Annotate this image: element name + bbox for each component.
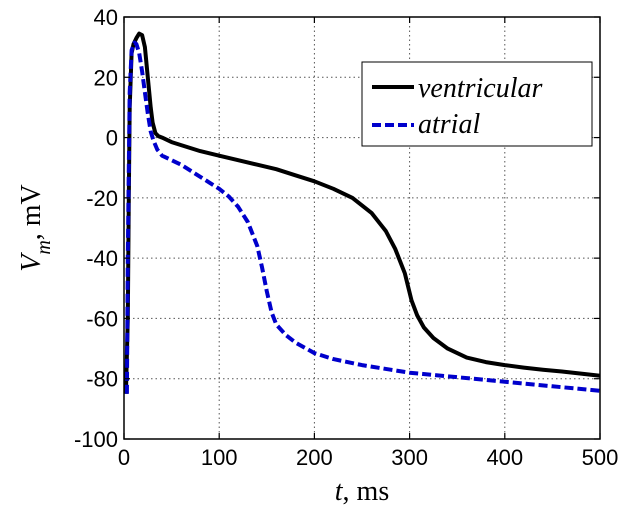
legend-label-atrial: atrial (418, 109, 480, 140)
y-tick-label: -20 (86, 186, 118, 211)
x-tick-label: 300 (391, 445, 428, 470)
x-axis-unit: , ms (343, 476, 390, 507)
series-line-atrial (124, 40, 601, 394)
y-axis-subscript: m (33, 240, 55, 254)
y-tick-label: -100 (74, 427, 118, 452)
x-tick-label: 400 (486, 445, 523, 470)
y-tick-label: 0 (106, 126, 118, 151)
y-axis-label: Vm, mV (16, 184, 55, 272)
x-tick-label: 0 (118, 445, 130, 470)
legend: ventricular atrial (361, 61, 593, 147)
x-tick-label: 500 (582, 445, 619, 470)
x-axis-variable: t (335, 476, 344, 507)
y-axis-variable: V (16, 252, 47, 272)
x-tick-label: 200 (296, 445, 333, 470)
series-line-ventricular (123, 31, 601, 394)
legend-box (361, 61, 593, 147)
y-tick-label: -60 (86, 306, 118, 331)
series-layer (123, 31, 601, 394)
ticks: 0 100 200 300 400 500 -100 -80 -60 -40 -20 0 20 40 (74, 5, 618, 470)
y-tick-label: 20 (94, 65, 118, 90)
y-tick-label: 40 (94, 5, 118, 30)
y-axis-unit: , mV (16, 184, 47, 240)
x-axis-label: t, ms (335, 476, 389, 507)
x-tick-label: 100 (201, 445, 238, 470)
legend-label-ventricular: ventricular (418, 73, 543, 104)
y-tick-label: -80 (86, 367, 118, 392)
plot-frame (123, 16, 601, 440)
y-tick-label: -40 (86, 246, 118, 271)
